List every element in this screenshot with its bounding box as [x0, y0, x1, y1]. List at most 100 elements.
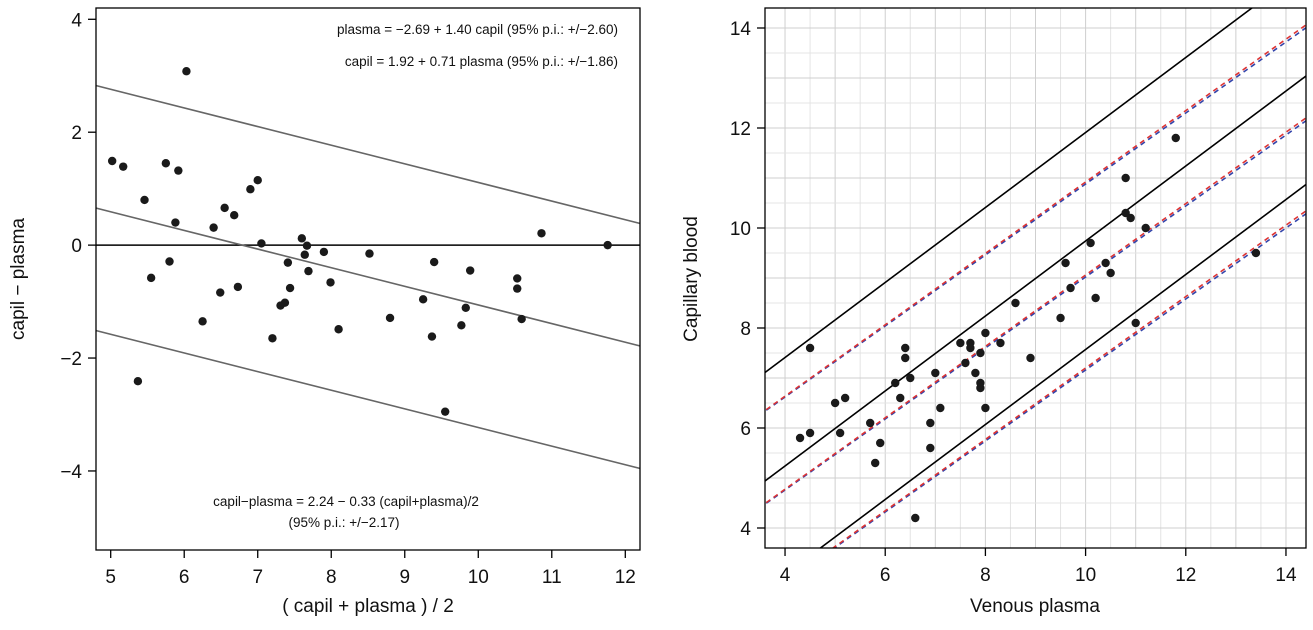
- data-point-1: [119, 162, 128, 171]
- data-point-30: [1011, 298, 1020, 308]
- plot-frame: [95, 7, 641, 551]
- data-point-8: [876, 438, 885, 448]
- x-axis-label: ( capil + plasma ) / 2: [282, 596, 454, 617]
- data-point-15: [233, 282, 243, 292]
- regression-line-6: [765, 116, 1306, 505]
- data-point-16: [926, 443, 935, 453]
- x-tick-label: 11: [542, 567, 562, 588]
- data-point-35: [1086, 238, 1095, 248]
- data-point-18: [257, 239, 266, 248]
- regression-line-1: [765, 8, 1254, 374]
- y-axis: −4 −2 0 2 4: [60, 10, 96, 483]
- x-tick-label: 14: [1275, 565, 1297, 586]
- data-point-27: [981, 328, 990, 338]
- data-point-3: [146, 273, 156, 283]
- y-tick-label: 6: [740, 419, 751, 440]
- regression-line-4: [765, 26, 1306, 413]
- data-point-26: [302, 241, 312, 250]
- annotation-plasma-on-capil: plasma = −2.69 + 1.40 capil (95% p.i.: +…: [337, 22, 618, 37]
- regression-line-1: [96, 84, 640, 225]
- data-point-44: [603, 240, 612, 250]
- data-point-17: [931, 368, 940, 378]
- x-axis: 4 6 8 10 12 14: [780, 548, 1297, 586]
- panel-capillary-vs-venous: 4 6 8 10 12 14 4 6 8 10 12 14 Venous plasma Capill…: [681, 7, 1307, 617]
- data-point-31: [1026, 353, 1035, 363]
- data-point-39: [1121, 173, 1130, 183]
- data-points: [795, 133, 1261, 523]
- data-point-22: [283, 258, 293, 267]
- data-point-5: [161, 159, 171, 168]
- data-point-6: [865, 418, 875, 428]
- data-point-18: [936, 403, 945, 413]
- data-point-10: [198, 317, 207, 326]
- data-point-31: [365, 249, 374, 258]
- data-point-25: [300, 250, 309, 259]
- y-tick-label: 4: [71, 10, 82, 31]
- x-axis-label: Venous plasma: [970, 596, 1100, 617]
- regression-line-0: [96, 207, 640, 347]
- y-tick-label: 10: [730, 219, 751, 240]
- annotation-prediction-interval: (95% p.i.: +/−2.17): [288, 515, 399, 530]
- data-point-38: [461, 303, 470, 312]
- regression-lines: [765, 8, 1306, 548]
- data-point-0: [795, 433, 805, 443]
- data-point-38: [1106, 268, 1115, 278]
- data-point-22: [966, 343, 975, 353]
- data-point-34: [427, 332, 437, 341]
- x-tick-label: 12: [615, 567, 636, 588]
- data-point-11: [209, 223, 218, 232]
- data-point-6: [165, 257, 174, 266]
- data-point-11: [901, 353, 910, 363]
- y-axis-label: capil − plasma: [8, 218, 29, 340]
- data-point-1: [805, 428, 815, 438]
- data-points: [107, 67, 612, 416]
- data-point-44: [1171, 133, 1180, 143]
- data-point-14: [230, 211, 239, 220]
- regression-lines: [96, 84, 640, 470]
- x-tick-label: 12: [1175, 565, 1196, 586]
- data-point-33: [1061, 258, 1070, 268]
- data-point-25: [976, 378, 985, 388]
- data-point-12: [216, 288, 225, 297]
- data-point-13: [220, 203, 229, 213]
- data-point-36: [1091, 293, 1100, 303]
- x-tick-label: 10: [1075, 565, 1096, 586]
- data-point-16: [246, 185, 255, 194]
- data-point-35: [429, 257, 439, 267]
- data-point-12: [901, 343, 910, 353]
- data-point-19: [268, 334, 277, 343]
- x-tick-label: 4: [780, 565, 791, 586]
- data-point-26: [976, 348, 985, 358]
- data-point-9: [891, 378, 900, 388]
- data-point-40: [513, 274, 522, 283]
- data-point-4: [133, 376, 143, 386]
- regression-line-7: [765, 23, 1306, 412]
- y-axis: 4 6 8 10 12 14: [730, 19, 765, 540]
- data-point-34: [1066, 283, 1075, 293]
- data-point-41: [513, 284, 522, 293]
- y-tick-label: −2: [60, 349, 82, 370]
- data-point-36: [440, 407, 450, 416]
- data-point-32: [385, 313, 395, 323]
- y-tick-label: 14: [730, 19, 752, 40]
- y-tick-label: 8: [740, 319, 751, 340]
- plot-frame: [764, 7, 1307, 549]
- y-tick-label: 4: [740, 519, 751, 540]
- x-tick-label: 10: [468, 567, 489, 588]
- data-point-27: [304, 266, 313, 276]
- data-point-39: [465, 266, 475, 275]
- data-point-32: [1056, 313, 1065, 323]
- data-point-9: [182, 67, 191, 76]
- data-point-45: [1251, 248, 1261, 258]
- data-point-8: [174, 166, 183, 175]
- data-point-4: [835, 428, 845, 438]
- data-point-41: [1126, 213, 1135, 223]
- x-tick-label: 8: [980, 565, 991, 586]
- data-point-23: [285, 283, 295, 293]
- x-tick-label: 7: [252, 567, 263, 588]
- data-point-17: [253, 175, 262, 185]
- regression-line-2: [96, 329, 640, 470]
- data-point-21: [280, 298, 290, 307]
- data-point-10: [896, 393, 905, 403]
